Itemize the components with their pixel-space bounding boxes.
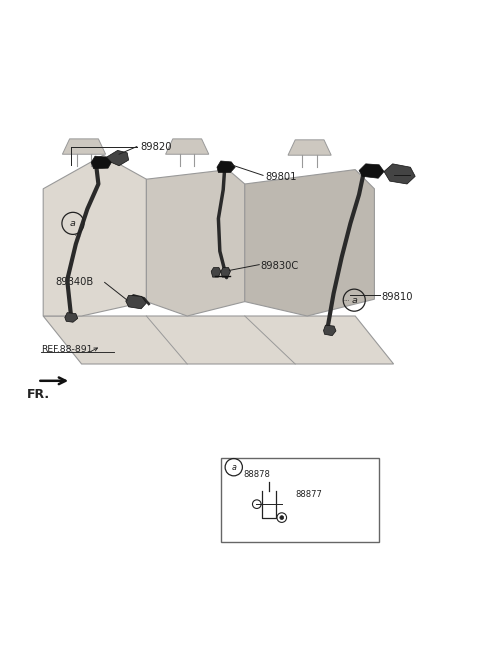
- Text: a: a: [351, 296, 357, 304]
- Text: 88877: 88877: [295, 490, 322, 499]
- Polygon shape: [91, 156, 111, 169]
- Circle shape: [280, 516, 284, 520]
- Polygon shape: [146, 170, 245, 316]
- Polygon shape: [107, 150, 129, 166]
- Polygon shape: [217, 161, 235, 173]
- Polygon shape: [43, 316, 394, 364]
- Polygon shape: [166, 139, 209, 154]
- Polygon shape: [65, 313, 78, 322]
- Text: FR.: FR.: [26, 388, 49, 401]
- Text: 89820: 89820: [140, 142, 172, 152]
- Text: 89830C: 89830C: [261, 260, 299, 270]
- Polygon shape: [62, 139, 106, 154]
- Polygon shape: [359, 164, 384, 178]
- Text: 89840B: 89840B: [55, 277, 94, 287]
- Polygon shape: [245, 170, 374, 316]
- Text: 89810: 89810: [382, 292, 413, 302]
- Polygon shape: [324, 325, 336, 336]
- Polygon shape: [221, 268, 230, 277]
- Text: a: a: [231, 462, 236, 472]
- Polygon shape: [384, 164, 415, 184]
- FancyBboxPatch shape: [221, 458, 379, 542]
- Text: REF.88-891: REF.88-891: [41, 345, 92, 354]
- Text: a: a: [70, 219, 76, 228]
- Polygon shape: [126, 295, 146, 309]
- Polygon shape: [288, 140, 331, 155]
- Text: 88878: 88878: [244, 470, 271, 479]
- Polygon shape: [211, 268, 221, 277]
- Polygon shape: [43, 155, 146, 316]
- Text: 89801: 89801: [265, 172, 297, 182]
